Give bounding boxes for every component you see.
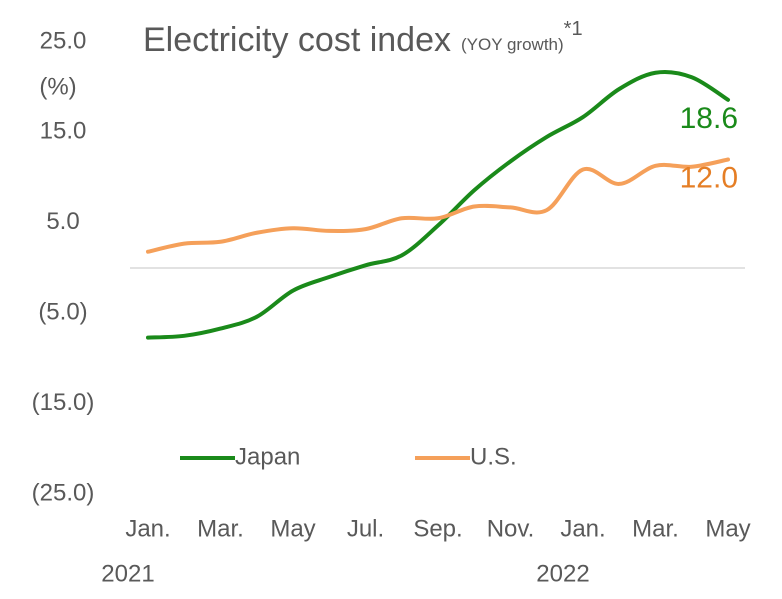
line-series xyxy=(146,69,730,340)
chart-title: Electricity cost index (YOY growth)*1 xyxy=(143,18,583,59)
title: Electricity cost index xyxy=(143,21,451,59)
x-tick-label: May xyxy=(705,515,750,542)
y-tick-label: 5.0 xyxy=(46,208,79,235)
x-tick-label: Sep. xyxy=(413,515,462,542)
y-unit: (%) xyxy=(39,73,76,100)
x-tick-label: Mar. xyxy=(632,515,679,542)
year-label: 2021 xyxy=(101,560,154,587)
subtitle: (YOY growth) xyxy=(461,35,564,54)
line-series xyxy=(146,157,730,254)
x-tick-label: May xyxy=(270,515,315,542)
x-tick-label: Jul. xyxy=(347,515,384,542)
x-tick-label: Nov. xyxy=(487,515,535,542)
x-tick-label: Jan. xyxy=(125,515,170,542)
x-tick-label: Jan. xyxy=(560,515,605,542)
value-label: 18.6 xyxy=(680,102,738,135)
note: *1 xyxy=(564,18,583,40)
y-tick-label: 25.0 xyxy=(40,27,87,54)
legend-label: U.S. xyxy=(470,443,517,470)
value-label: 12.0 xyxy=(680,161,738,194)
y-tick-label: (15.0) xyxy=(32,389,95,416)
y-tick-label: 15.0 xyxy=(40,118,87,145)
x-tick-label: Mar. xyxy=(197,515,244,542)
y-tick-label: (25.0) xyxy=(32,479,95,506)
y-tick-label: (5.0) xyxy=(38,299,87,326)
legend-label: Japan xyxy=(235,443,300,470)
year-label: 2022 xyxy=(536,560,589,587)
